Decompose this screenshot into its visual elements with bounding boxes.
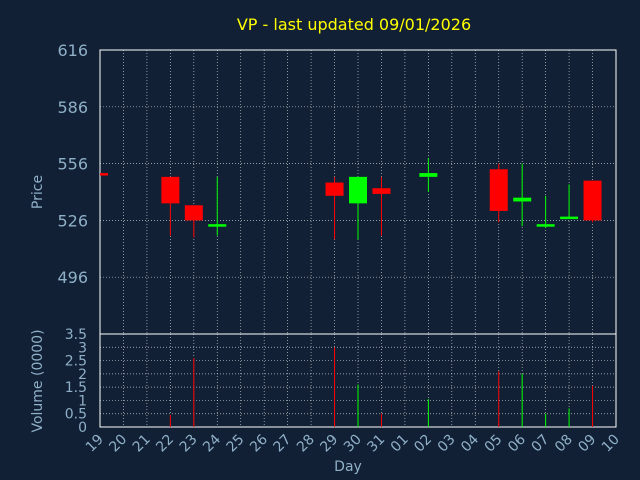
volume-y-tick: 3 [78, 340, 87, 356]
x-ticks: 19 20 21 22 23 24 25 26 27 28 29 30 31 01 02 03 04 05 06 07… [83, 431, 623, 455]
volume-bars [169, 347, 594, 427]
volume-y-tick: 2 [78, 367, 87, 383]
candle-body [372, 188, 391, 194]
candle-body [419, 173, 438, 177]
candle-body [184, 205, 203, 221]
volume-y-tick: 2.5 [65, 354, 87, 370]
volume-y-tick: 1 [78, 393, 87, 409]
candle-body [560, 216, 579, 220]
volume-y-tick: 1.5 [65, 380, 87, 396]
candle-body [325, 182, 344, 196]
volume-y-tick: 0.5 [65, 407, 87, 423]
x-axis-label: Day [334, 459, 362, 475]
candle-body [583, 180, 602, 221]
price-y-label: Price [30, 175, 46, 209]
price-y-tick: 556 [57, 155, 88, 174]
candle-body [208, 224, 227, 227]
candle-body [489, 169, 508, 211]
candle-body [100, 173, 108, 176]
price-y-tick: 526 [57, 211, 88, 230]
volume-y-tick: 3.5 [65, 327, 87, 343]
candle-body [349, 176, 367, 204]
candle-body [161, 176, 180, 204]
price-y-tick: 496 [57, 268, 88, 287]
candles [100, 157, 602, 240]
price-y-tick: 616 [57, 41, 88, 60]
price-panel: 616 586 556 526 496 Price [30, 41, 617, 335]
volume-y-label: Volume (0000) [30, 329, 46, 432]
volume-panel: 00.511.522.533.5 Volume (0000) [30, 327, 617, 436]
candle-body [536, 224, 555, 227]
volume-y-tick: 0 [78, 420, 87, 436]
candle-body [513, 197, 532, 202]
price-y-tick: 586 [57, 98, 88, 117]
chart-title: VP - last updated 09/01/2026 [237, 15, 471, 34]
volume-y-ticks: 00.511.522.533.5 [65, 327, 87, 436]
price-y-ticks: 616 586 556 526 496 [57, 41, 88, 287]
